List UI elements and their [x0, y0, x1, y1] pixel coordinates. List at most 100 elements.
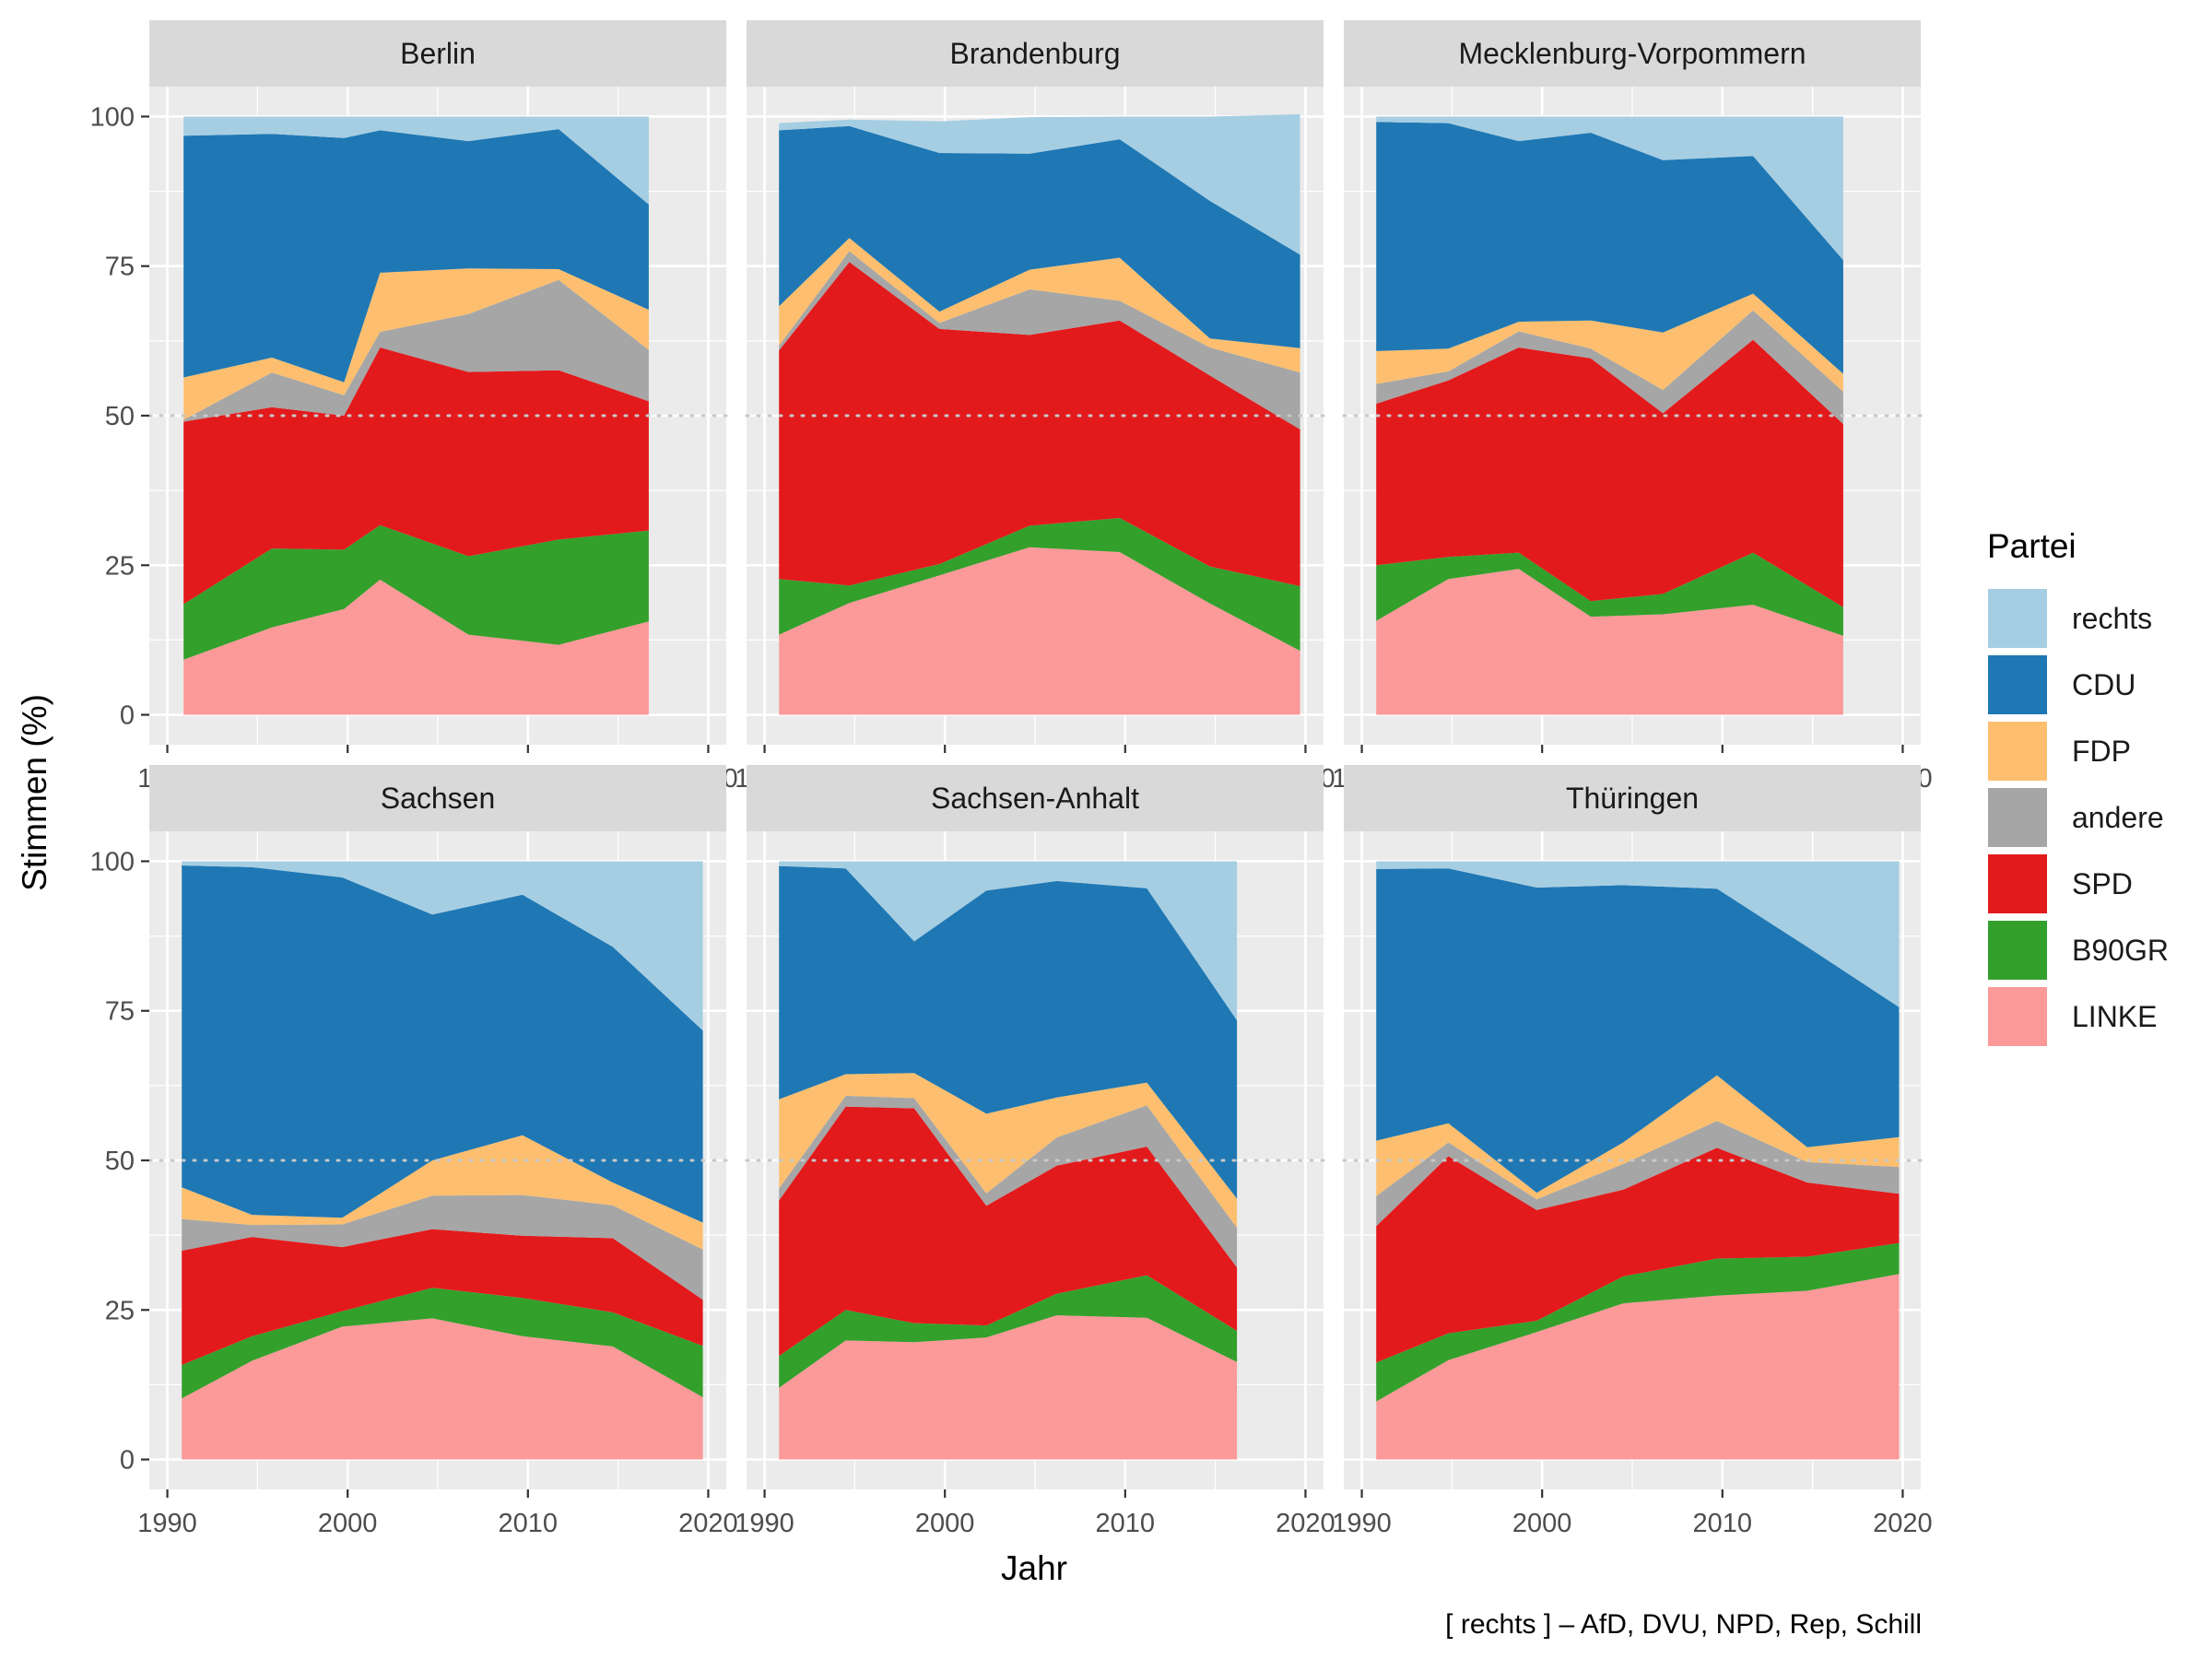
area-spd — [1376, 1147, 1900, 1363]
area-andere — [779, 1095, 1238, 1268]
x-tick-label: 2010 — [1096, 1509, 1156, 1538]
area-rechts — [1376, 861, 1900, 1007]
area-linke — [779, 1315, 1238, 1460]
area-rechts — [182, 861, 703, 1031]
area-spd — [183, 347, 649, 605]
area-fdp — [182, 1135, 703, 1250]
area-linke — [182, 1318, 703, 1460]
facet-panels: Berlin 0 25 50 75 100 1990 2000 2010 2020 Brandenb… — [90, 20, 1933, 1538]
panel-brandenburg: Brandenburg1990200020102020 — [735, 20, 1335, 794]
area-spd — [779, 262, 1300, 586]
area-rechts — [1376, 116, 1843, 261]
y-tick-label: 0 — [120, 1446, 135, 1476]
area-rechts — [779, 113, 1300, 255]
area-b90gr — [183, 524, 649, 660]
y-tick-label: 100 — [90, 102, 135, 132]
area-b90gr — [1376, 552, 1843, 636]
area-fdp — [1376, 1075, 1900, 1200]
legend-label-linke: LINKE — [2072, 1000, 2157, 1033]
x-tick-label: 2010 — [499, 1509, 559, 1538]
legend-key-andere — [1986, 786, 2049, 849]
area-andere — [183, 279, 649, 422]
area-linke — [183, 579, 649, 715]
facet-strip — [149, 765, 726, 831]
area-linke — [1376, 1274, 1900, 1460]
area-linke — [1376, 569, 1843, 715]
area-fdp — [183, 268, 649, 420]
area-fdp — [779, 1073, 1238, 1229]
legend-key-fdp — [1986, 720, 2049, 782]
facet-strip — [149, 20, 726, 87]
facet-label: Thüringen — [1566, 782, 1699, 815]
area-rechts — [183, 116, 649, 205]
x-tick-label: 2010 — [1693, 1509, 1753, 1538]
legend-label-fdp: FDP — [2072, 735, 2131, 768]
facet-label: Mecklenburg-Vorpommern — [1458, 37, 1806, 70]
area-b90gr — [779, 1275, 1238, 1388]
legend-keys: rechts CDU FDP andere SPD B90GR LINKE — [1986, 587, 2169, 1048]
panel-mecklenburg-vorpommern: Mecklenburg-Vorpommern1990200020102020 — [1332, 20, 1933, 794]
legend-label-rechts: rechts — [2072, 602, 2152, 635]
facet-strip — [747, 20, 1324, 87]
area-andere — [1376, 1121, 1900, 1227]
caption: [ rechts ] – AfD, DVU, NPD, Rep, Schill — [1445, 1609, 1922, 1640]
x-axis-title: Jahr — [1001, 1549, 1067, 1587]
area-cdu — [779, 865, 1238, 1199]
legend-label-b90gr: B90GR — [2072, 934, 2169, 967]
y-tick-label: 50 — [105, 1147, 135, 1176]
x-tick-label: 2020 — [1276, 1509, 1335, 1538]
x-tick-label: 1990 — [1332, 1509, 1392, 1538]
y-tick-label: 25 — [105, 551, 135, 581]
area-spd — [182, 1229, 703, 1365]
legend-label-spd: SPD — [2072, 867, 2133, 900]
area-b90gr — [182, 1288, 703, 1399]
area-andere — [779, 251, 1300, 429]
facet-strip — [1344, 765, 1921, 831]
area-cdu — [1376, 122, 1843, 374]
x-tick-label: 1990 — [137, 1509, 197, 1538]
area-b90gr — [779, 518, 1300, 652]
area-andere — [182, 1194, 703, 1300]
panel-berlin: Berlin02550751001990200020102020 — [90, 20, 738, 794]
area-cdu — [1376, 868, 1900, 1194]
area-spd — [779, 1106, 1238, 1357]
legend-key-spd — [1986, 853, 2049, 915]
facet-strip — [1344, 20, 1921, 87]
legend-label-cdu: CDU — [2072, 668, 2136, 701]
area-fdp — [1376, 293, 1843, 392]
y-tick-label: 50 — [105, 402, 135, 431]
x-tick-label: 2000 — [915, 1509, 975, 1538]
y-tick-label: 75 — [105, 253, 135, 282]
facet-label: Sachsen-Anhalt — [931, 782, 1139, 815]
legend-key-cdu — [1986, 653, 2049, 716]
y-axis-title: Stimmen (%) — [16, 694, 53, 891]
y-tick-label: 0 — [120, 701, 135, 731]
legend-key-linke — [1986, 985, 2049, 1048]
y-tick-label: 100 — [90, 847, 135, 877]
facet-label: Brandenburg — [949, 37, 1120, 70]
x-tick-label: 2020 — [1873, 1509, 1933, 1538]
x-tick-label: 2000 — [1512, 1509, 1572, 1538]
legend: Partei rechts CDU FDP andere SPD B90GR LINKE — [1986, 527, 2169, 1048]
legend-key-b90gr — [1986, 919, 2049, 982]
panel-sachsen-anhalt: Sachsen-Anhalt 1990 2000 2010 2020 — [735, 765, 1335, 1538]
legend-label-andere: andere — [2072, 801, 2164, 834]
area-rechts — [779, 861, 1238, 1021]
panel-thuringen: Thüringen 1990 2000 2010 2020 — [1332, 765, 1933, 1538]
facet-strip — [747, 765, 1324, 831]
legend-key-rechts — [1986, 587, 2049, 650]
x-tick-label: 1990 — [735, 1509, 794, 1538]
area-spd — [1376, 339, 1843, 607]
legend-title: Partei — [1987, 527, 2077, 565]
area-cdu — [182, 865, 703, 1223]
x-tick-label: 2000 — [318, 1509, 378, 1538]
area-cdu — [183, 129, 649, 382]
area-andere — [1376, 310, 1843, 425]
area-b90gr — [1376, 1242, 1900, 1402]
panel-sachsen: Sachsen 0 25 50 75 100 1990 2000 2010 2020 — [90, 765, 738, 1538]
area-linke — [779, 547, 1300, 715]
y-tick-label: 25 — [105, 1296, 135, 1325]
facet-label: Berlin — [400, 37, 476, 70]
x-tick-label: 2020 — [678, 1509, 738, 1538]
